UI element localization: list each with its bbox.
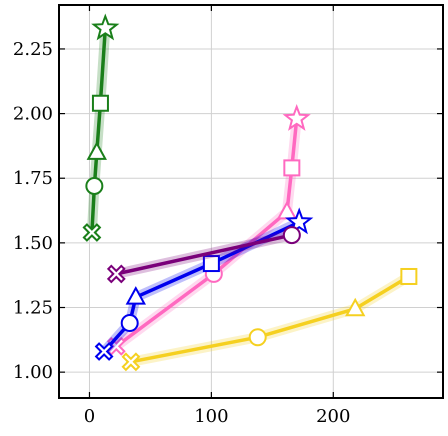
point-marker	[91, 13, 120, 41]
x-tick-label: 0	[84, 406, 95, 427]
plot-frame	[58, 4, 444, 399]
series-band	[125, 271, 414, 367]
point-marker	[400, 267, 418, 285]
series-layer	[82, 13, 418, 372]
point-marker	[284, 207, 314, 235]
point-marker	[120, 314, 139, 333]
series-line	[130, 275, 410, 364]
point-marker	[85, 176, 104, 195]
y-tick-label: 1.00	[13, 362, 53, 383]
point-marker	[121, 352, 141, 372]
point-marker	[125, 286, 146, 305]
point-marker	[91, 94, 109, 112]
y-tick-label: 2.25	[13, 39, 53, 60]
series-line	[115, 233, 293, 276]
x-tick-label: 100	[194, 406, 228, 427]
y-tick-label: 1.25	[13, 298, 53, 319]
point-marker	[282, 226, 301, 245]
point-marker	[283, 159, 301, 177]
point-marker	[282, 103, 311, 131]
y-tick-label: 2.00	[13, 104, 53, 125]
point-marker	[82, 223, 102, 242]
point-marker	[345, 297, 366, 317]
point-marker	[106, 264, 126, 284]
y-tick-label: 1.50	[13, 233, 53, 254]
point-marker	[202, 255, 220, 273]
series-3	[94, 207, 314, 361]
series-1	[82, 13, 120, 242]
series-5	[121, 267, 418, 372]
axis-ticks: 0 100 200 1.00 1.25 1.50 1.75 2.00 2.25	[13, 5, 443, 427]
point-marker	[248, 328, 267, 347]
point-marker	[94, 342, 114, 361]
y-tick-label: 1.75	[13, 168, 53, 189]
series-4	[106, 226, 301, 284]
point-marker	[86, 141, 107, 160]
x-tick-label: 200	[316, 406, 350, 427]
